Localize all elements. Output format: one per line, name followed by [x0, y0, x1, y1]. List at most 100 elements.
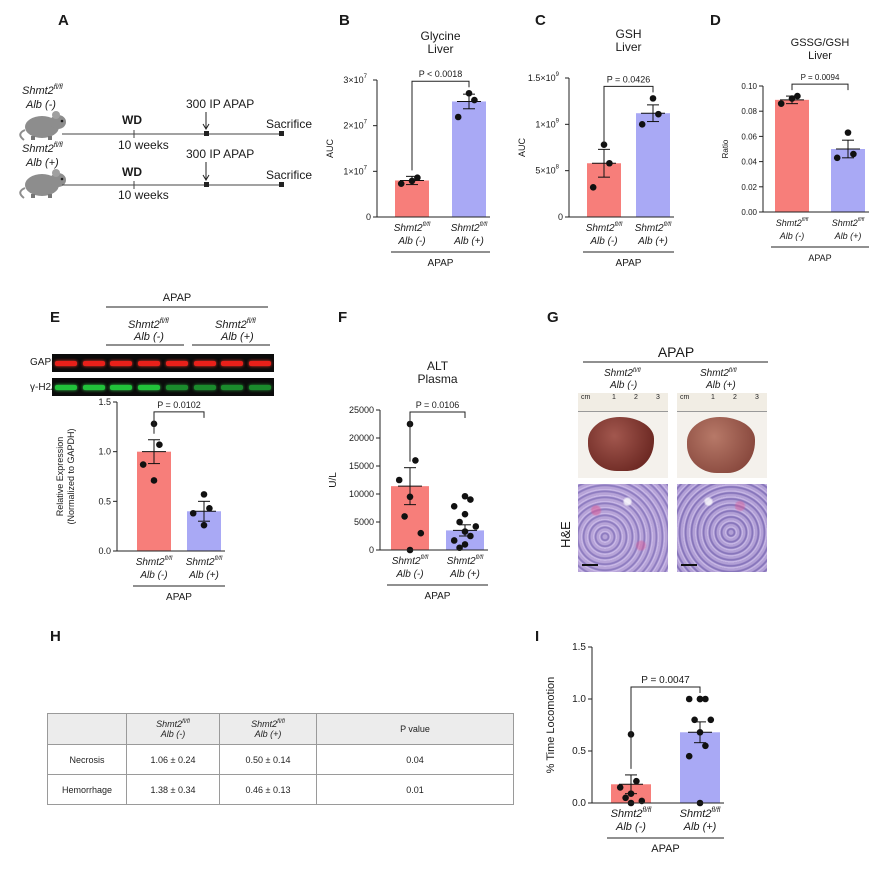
- data-point: [206, 504, 213, 512]
- y-tick-label: 0.0: [572, 798, 586, 809]
- data-point: [471, 96, 478, 104]
- bar-ctrl: [137, 451, 171, 551]
- h-cell-ko: 0.46 ± 0.13: [219, 774, 317, 805]
- data-point: [408, 177, 416, 185]
- x-category-genotype: Shmt2fl/fl: [451, 222, 488, 234]
- data-point: [417, 529, 425, 537]
- data-point: [461, 528, 469, 535]
- data-point: [702, 742, 709, 750]
- data-point: [777, 100, 785, 107]
- y-tick-label: 0: [369, 545, 374, 555]
- x-category-genotype: Shmt2fl/fl: [586, 222, 623, 234]
- data-point: [397, 180, 405, 187]
- chart-subtitle: Liver: [808, 50, 832, 62]
- mouse-icon: [19, 111, 66, 141]
- chart-subtitle: Liver: [615, 40, 641, 54]
- y-tick-label: 1×107: [343, 165, 367, 176]
- y-tick-label: 0.04: [741, 158, 757, 167]
- y-axis-label: Ratio: [721, 139, 730, 158]
- x-category-label: Alb (-): [779, 231, 805, 241]
- h2ax-band: [193, 384, 216, 390]
- mouse-icon: [19, 169, 66, 199]
- a-diet-label-1: WD: [122, 113, 142, 127]
- y-tick-label: 20000: [349, 433, 374, 443]
- h-cell-ctrl: 1.38 ± 0.34: [126, 774, 220, 805]
- blot-gapdh-strip: [52, 354, 274, 372]
- x-category-label: Alb (-): [615, 821, 646, 833]
- chart-e: 0.0 0.5 1.0 1.5 Relative Expression (Normaliz…: [55, 397, 225, 603]
- bar-ko: [452, 101, 486, 217]
- p-value-label: P = 0.0094: [801, 73, 840, 82]
- p-value-label: P = 0.0047: [641, 675, 690, 686]
- significance-bracket: [411, 80, 470, 171]
- data-point: [633, 777, 640, 785]
- data-point: [794, 92, 801, 100]
- x-category-genotype: Shmt2fl/fl: [186, 556, 223, 568]
- panel-a-schematic: Shmt2fl/fl Alb (-) Shmt2fl/fl Alb (+) WD: [19, 84, 312, 202]
- g-ko-scale-bar: [681, 564, 697, 566]
- h-header-ko: Shmt2fl/fl Alb (+): [219, 713, 317, 745]
- x-category-label: Alb (+): [637, 236, 668, 247]
- x-category-genotype: Shmt2fl/fl: [392, 555, 429, 567]
- e-band-label-gapdh: GAPDH: [30, 357, 66, 368]
- chart-title: Glycine: [420, 29, 460, 43]
- x-category-genotype: Shmt2fl/fl: [776, 217, 809, 228]
- data-point: [450, 503, 458, 510]
- gapdh-band: [165, 360, 188, 366]
- h-header-empty: [47, 713, 127, 745]
- a-row2-genotype-alb: Alb (+): [25, 157, 59, 169]
- data-point: [649, 95, 657, 102]
- y-tick-label: 0.5: [572, 746, 586, 757]
- data-point: [467, 532, 474, 540]
- e-blot-ctrl-alb: Alb (-): [133, 331, 164, 343]
- g-ctrl-liver: [588, 417, 654, 471]
- panel-g-header: APAP Shmt2fl/fl Alb (-) Shmt2fl/fl Alb (…: [558, 344, 768, 548]
- blot-h2ax-bands: [52, 379, 274, 395]
- x-category-genotype: Shmt2fl/fl: [635, 222, 672, 234]
- panel-letter-c: C: [535, 12, 546, 29]
- g-ctrl-scale-bar: [582, 564, 598, 566]
- chart-title: ALT: [427, 359, 449, 373]
- x-category-label: Alb (-): [589, 236, 617, 247]
- y-tick-label: 1.5: [98, 397, 111, 407]
- panel-letter-b: B: [339, 12, 350, 29]
- a-row1-genotype-name: Shmt2fl/fl: [22, 84, 63, 97]
- data-point: [461, 541, 469, 548]
- data-point: [600, 141, 608, 149]
- gapdh-band: [54, 360, 77, 366]
- y-tick-label: 0.08: [741, 107, 757, 116]
- data-point: [150, 477, 158, 484]
- significance-bracket: [791, 83, 849, 91]
- data-point: [616, 784, 624, 791]
- bar-ko: [446, 530, 484, 550]
- a-diet-label-2: WD: [122, 165, 142, 179]
- chart-title: GSH: [615, 27, 641, 41]
- x-category-genotype: Shmt2fl/fl: [680, 807, 721, 820]
- significance-bracket: [603, 85, 654, 144]
- data-point: [401, 513, 408, 520]
- data-point: [200, 521, 208, 529]
- p-value-label: P = 0.0102: [157, 400, 201, 410]
- y-tick-label: 0.5: [98, 496, 111, 506]
- blot-gapdh-bands: [52, 355, 274, 371]
- data-point: [465, 89, 473, 97]
- y-axis-label: AUC: [517, 138, 527, 158]
- x-category-label: Alb (+): [449, 569, 480, 580]
- h-row-label: Hemorrhage: [47, 774, 127, 805]
- table-row: Hemorrhage 1.38 ± 0.34 0.46 ± 0.13 0.01: [47, 774, 514, 805]
- panel-letter-i: I: [535, 628, 539, 645]
- y-tick-label: 25000: [349, 405, 374, 415]
- y-tick-label: 1×109: [535, 118, 559, 129]
- gapdh-band: [110, 360, 133, 366]
- x-category-label: Alb (-): [139, 570, 167, 581]
- bar-ko: [680, 732, 720, 803]
- y-axis-label: AUC: [325, 139, 335, 159]
- e-blot-treatment: APAP: [163, 292, 192, 304]
- g-ctrl-ruler: cm 1 2 3: [578, 393, 668, 412]
- data-point: [707, 716, 715, 724]
- data-point: [139, 461, 147, 468]
- y-tick-label: 1.0: [98, 447, 111, 457]
- chart-subtitle: Liver: [427, 42, 453, 56]
